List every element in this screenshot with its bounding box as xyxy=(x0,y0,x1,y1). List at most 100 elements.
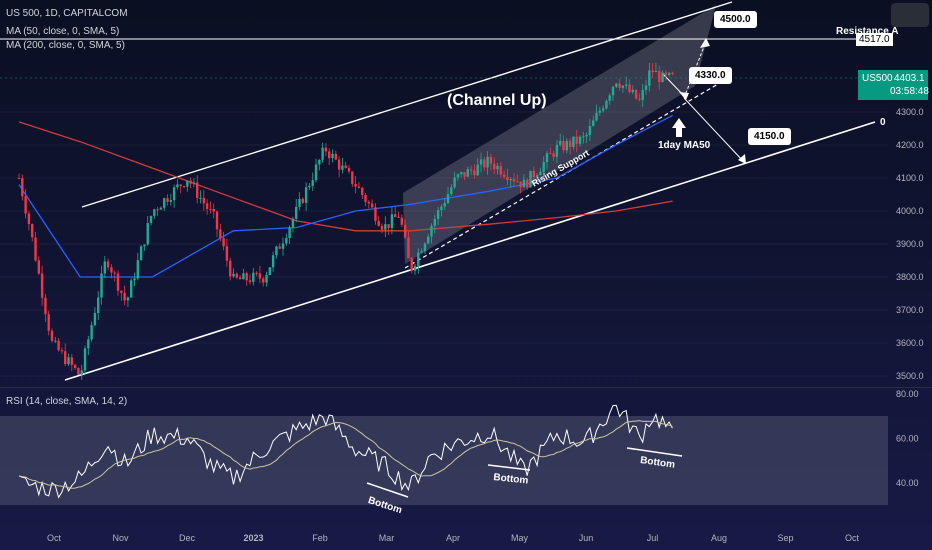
candle-body xyxy=(123,292,126,301)
candle-body xyxy=(413,266,417,271)
candle-body xyxy=(100,273,103,298)
candle-body xyxy=(661,72,664,83)
channel-fill xyxy=(403,5,716,264)
candle-body xyxy=(407,237,410,259)
x-tick-label: Feb xyxy=(312,533,328,543)
rsi-band xyxy=(0,416,888,505)
candle-body xyxy=(182,186,186,188)
candle-body xyxy=(149,215,153,224)
candle-body xyxy=(417,252,420,267)
candle-body xyxy=(67,357,70,365)
resistance-value-badge: 4517.0 xyxy=(856,33,893,46)
candle-body xyxy=(545,153,549,162)
candle-body xyxy=(311,180,314,186)
pane-separator xyxy=(0,387,932,388)
candle-body xyxy=(133,278,136,281)
candle-body xyxy=(80,370,83,375)
candle-body xyxy=(473,170,476,176)
ma200-legend[interactable]: MA (200, close, 0, SMA, 5) xyxy=(6,40,125,51)
candle-body xyxy=(318,159,321,165)
candle-body xyxy=(512,179,516,182)
candle-body xyxy=(423,243,427,252)
candle-body xyxy=(529,170,532,188)
channel-upper-line xyxy=(81,1,733,208)
candle-body xyxy=(103,261,107,274)
candle-body xyxy=(440,206,443,210)
rsi-bottom-line-1 xyxy=(366,482,409,498)
toolbar-button[interactable] xyxy=(891,3,929,27)
candle-body xyxy=(163,198,166,208)
candle-body xyxy=(611,86,615,96)
candle-body xyxy=(212,209,215,212)
candle-body xyxy=(83,348,87,371)
projection-drop-line xyxy=(683,97,745,163)
candle-body xyxy=(159,207,163,210)
candle-body xyxy=(400,217,404,225)
candle-body xyxy=(469,169,473,171)
y-tick-label: 4300.0 xyxy=(896,107,924,117)
candle-body xyxy=(390,214,394,229)
candle-body xyxy=(172,187,176,201)
candle-body xyxy=(384,224,387,230)
price-badge-value: 4403.1 xyxy=(894,73,925,84)
arrowhead-down xyxy=(738,154,746,164)
candle-body xyxy=(73,364,77,369)
y-tick-label: 3600.0 xyxy=(896,338,924,348)
candle-body xyxy=(275,246,278,256)
candle-body xyxy=(644,85,648,90)
candle-body xyxy=(321,147,324,160)
candle-body xyxy=(37,260,41,274)
x-tick-label: May xyxy=(511,533,529,543)
candle-body xyxy=(456,174,460,178)
candle-body xyxy=(638,98,641,100)
y-tick-label: 3900.0 xyxy=(896,239,924,249)
candle-body xyxy=(585,134,588,137)
ma50-legend[interactable]: MA (50, close, 0, SMA, 5) xyxy=(6,26,120,37)
candle-body xyxy=(605,100,608,109)
target-4500-box: 4500.0 xyxy=(714,11,757,28)
ma50-annotation: 1day MA50 xyxy=(658,140,711,151)
candle-body xyxy=(601,108,605,111)
candle-body xyxy=(344,165,347,168)
candle-body xyxy=(235,273,239,278)
candle-body xyxy=(654,70,658,73)
candle-body xyxy=(232,273,235,277)
candle-body xyxy=(120,290,123,293)
candle-body xyxy=(522,179,526,188)
candle-body xyxy=(618,83,621,88)
candle-body xyxy=(364,194,367,202)
candle-body xyxy=(308,185,311,188)
x-tick-label: Dec xyxy=(179,533,196,543)
candle-body xyxy=(565,140,569,151)
candle-body xyxy=(433,219,437,226)
candle-body xyxy=(301,198,305,203)
x-tick-label: 2023 xyxy=(243,533,263,543)
candle-body xyxy=(592,120,595,127)
candle-body xyxy=(196,182,199,198)
candle-body xyxy=(397,217,400,219)
candle-body xyxy=(54,340,57,342)
candle-body xyxy=(278,246,281,249)
rsi-legend[interactable]: RSI (14, close, SMA, 14, 2) xyxy=(6,396,128,407)
candle-body xyxy=(651,70,654,73)
candle-body xyxy=(291,218,295,228)
candle-body xyxy=(258,273,262,279)
candle-body xyxy=(93,312,97,326)
price-badge-countdown: 03:58:48 xyxy=(890,86,929,97)
rsi-tick-label: 60.00 xyxy=(896,433,919,443)
candle-body xyxy=(526,179,529,188)
price-badge-symbol: US500 xyxy=(862,73,893,84)
candle-body xyxy=(179,184,182,187)
candle-body xyxy=(370,203,374,208)
candle-body xyxy=(582,136,585,138)
candle-body xyxy=(588,126,592,135)
candle-body xyxy=(562,140,565,151)
rsi-tick-label: 80.00 xyxy=(896,389,919,399)
candle-body xyxy=(361,187,364,195)
candle-body xyxy=(192,182,196,184)
candle-body xyxy=(90,325,93,340)
x-tick-label: Apr xyxy=(446,533,460,543)
candle-body xyxy=(40,273,44,298)
arrowhead-mid xyxy=(679,92,689,100)
candle-body xyxy=(671,72,674,75)
